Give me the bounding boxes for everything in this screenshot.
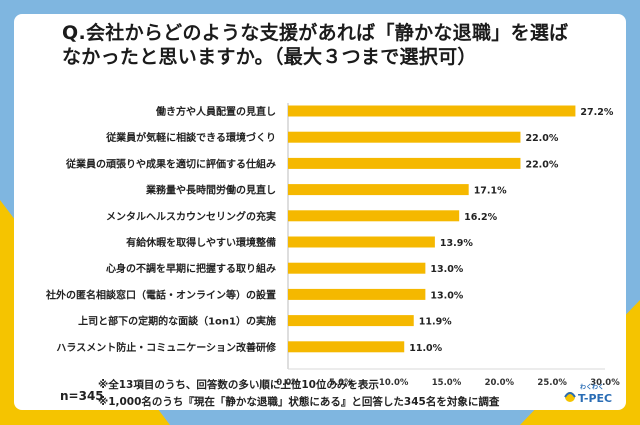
category-label: 上司と部下の定期的な面談（1on1）の実施 xyxy=(78,315,276,328)
category-label: 業務量や長時間労働の見直し xyxy=(145,184,276,197)
category-label: 従業員の頑張りや成果を適切に評価する仕組み xyxy=(65,157,276,170)
category-label: メンタルヘルスカウンセリングの充実 xyxy=(106,210,276,223)
category-label: 働き方や人員配置の見直し xyxy=(155,105,276,118)
bar xyxy=(288,341,405,353)
x-tick-label: 30.0% xyxy=(590,378,620,388)
page-title: Q.会社からどのような支援があれば「静かな退職」を選ばなかったと思いますか。（最… xyxy=(62,22,569,68)
data-label: 17.1% xyxy=(474,186,507,197)
category-label: 従業員が気軽に相談できる環境づくり xyxy=(105,131,276,144)
data-label: 13.0% xyxy=(430,264,463,275)
data-label: 27.2% xyxy=(580,107,613,118)
bar xyxy=(288,210,460,222)
category-label: 心身の不調を早期に把握する取り組み xyxy=(106,262,276,275)
data-label: 13.9% xyxy=(440,238,473,249)
bar xyxy=(288,105,576,117)
footnote-1: ※全13項目のうち、回答数の多い順に上位10位のみを表示 xyxy=(98,379,379,391)
bar xyxy=(288,288,426,300)
x-tick-label: 10.0% xyxy=(379,378,409,388)
logo-subtext: わくわく xyxy=(580,384,605,391)
data-label: 11.0% xyxy=(409,343,442,354)
x-tick-label: 5.0% xyxy=(329,378,353,388)
logo-icon xyxy=(564,392,576,402)
data-label: 16.2% xyxy=(464,212,497,223)
x-tick-label: 25.0% xyxy=(537,378,567,388)
bar xyxy=(288,131,521,143)
data-label: 22.0% xyxy=(525,133,558,144)
category-label: ハラスメント防止・コミュニケーション改善研修 xyxy=(56,341,277,354)
bar xyxy=(288,236,435,248)
data-label: 22.0% xyxy=(525,159,558,170)
logo-text: T-PEC xyxy=(578,392,613,405)
bar xyxy=(288,184,469,196)
footnote-2: ※1,000名のうち『現在「静かな退職」状態にある』と回答した345名を対象に調… xyxy=(98,396,500,408)
bar xyxy=(288,262,426,274)
category-label: 有給休暇を取得しやすい環境整備 xyxy=(126,236,276,249)
category-label: 社外の匿名相談窓口（電話・オンライン等）の設置 xyxy=(45,288,276,301)
x-tick-label: 20.0% xyxy=(485,378,515,388)
data-label: 11.9% xyxy=(419,317,452,328)
x-tick-label: 15.0% xyxy=(432,378,462,388)
data-label: 13.0% xyxy=(430,290,463,301)
bar xyxy=(288,157,521,169)
x-tick-label: 0.0% xyxy=(276,378,300,388)
sample-size-label: n=345 xyxy=(60,389,104,403)
bar xyxy=(288,315,414,327)
